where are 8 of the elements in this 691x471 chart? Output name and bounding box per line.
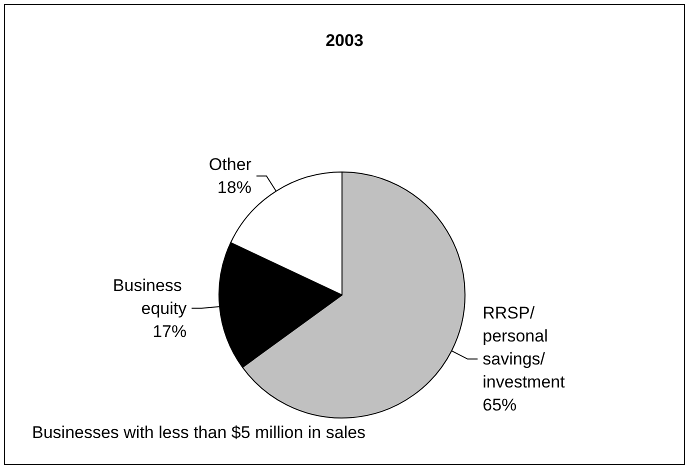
slice-label: Business equity — [112, 276, 188, 318]
chart-title: 2003 — [326, 31, 364, 50]
slice-label: RRSP/ personal savings/ investment — [482, 304, 566, 392]
text: Businesses with less than $5 million in sales — [32, 423, 366, 442]
data-label: 17% — [152, 322, 187, 341]
data-label: 18% — [217, 178, 252, 197]
data-label: 65% — [482, 396, 517, 415]
slice-label: Other — [208, 154, 252, 174]
